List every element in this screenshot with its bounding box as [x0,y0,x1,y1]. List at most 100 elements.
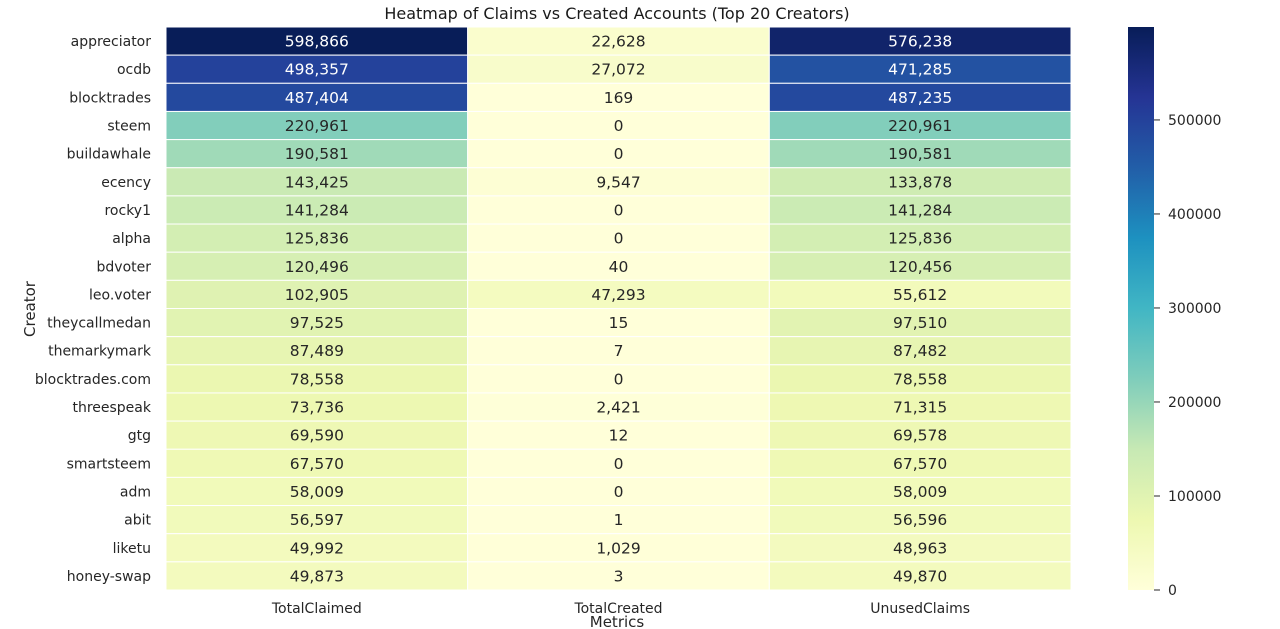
cell-value-label: 0 [614,230,624,248]
cell-value-label: 0 [614,455,624,473]
cell-value-label: 0 [614,145,624,163]
heatmap-cell [768,110,1072,141]
heatmap-cell [768,54,1072,84]
colorbar-tick-label: 0 [1168,583,1177,599]
cell-value-label: 22,628 [591,33,645,51]
heatmap-cell [768,420,1072,450]
row-tick-label: blocktrades [69,90,151,106]
cell-value-label: 576,238 [888,33,952,51]
heatmap-cell [467,139,770,169]
cell-value-label: 169 [604,89,634,107]
cell-value-label: 133,878 [888,173,952,191]
row-tick-label: rocky1 [104,203,151,219]
cell-value-label: 69,578 [893,427,947,445]
cell-value-label: 190,581 [285,145,349,163]
heatmap-cell [165,448,469,478]
y-axis-label: Creator [21,280,39,337]
heatmap-cell [467,448,770,478]
cell-value-label: 125,836 [285,230,349,248]
row-tick-label: adm [120,484,151,500]
heatmap-cell [467,561,770,591]
cell-value-label: 120,496 [285,258,349,276]
heatmap-cell [467,476,770,507]
row-tick-label: threespeak [72,400,151,416]
cell-value-label: 0 [614,483,624,501]
x-axis-label: Metrics [590,613,645,629]
cell-value-label: 143,425 [285,173,349,191]
colorbar-tick-label: 200000 [1168,395,1221,411]
heatmap-cell [165,26,469,56]
cell-value-label: 71,315 [893,399,947,417]
row-tick-labels: appreciator ocdb blocktrades steem buildawha… [35,34,152,585]
heatmap-cell [467,505,770,535]
cell-value-label: 220,961 [285,117,349,135]
heatmap-cell [165,167,469,197]
row-tick-label: honey-swap [67,569,151,585]
row-tick-label: leo.voter [89,287,151,303]
heatmap-cell [768,561,1072,591]
cell-value-label: 40 [609,258,629,276]
cell-value-label: 120,456 [888,258,952,276]
heatmap-cell [768,223,1072,253]
colorbar-tick-label: 100000 [1168,489,1221,505]
cell-value-label: 487,404 [285,89,349,107]
row-tick-label: smartsteem [67,456,151,472]
cell-value-label: 69,590 [290,427,344,445]
row-tick-label: bdvoter [97,259,152,275]
cell-value-label: 0 [614,370,624,388]
cell-value-label: 0 [614,117,624,135]
heatmap-cell [165,420,469,450]
cell-value-label: 190,581 [888,145,952,163]
heatmap-cell [768,251,1072,281]
cell-value-label: 78,558 [290,370,344,388]
column-tick-label: UnusedClaims [870,601,970,617]
row-tick-label: appreciator [71,34,152,50]
cell-value-label: 487,235 [888,89,952,107]
cell-value-label: 15 [609,314,629,332]
row-tick-label: blocktrades.com [35,372,151,388]
colorbar-tick-label: 400000 [1168,207,1221,223]
cell-value-label: 55,612 [893,286,947,304]
heatmap-cell [467,167,770,197]
heatmap-cell [165,195,469,225]
colorbar-ticks: 0 100000 200000 300000 400000 500000 [1154,113,1221,599]
column-tick-label: TotalCreated [573,601,662,617]
heatmap-cells: 598,866 22,628 576,238 498,357 27,072 471,285… [165,26,1072,591]
heatmap-cell [165,251,469,281]
row-tick-label: theycallmedan [47,316,151,332]
row-tick-label: ecency [101,175,151,191]
heatmap-cell [467,26,770,56]
colorbar [1128,27,1154,590]
cell-value-label: 141,284 [888,201,952,219]
heatmap-cell [768,336,1072,366]
heatmap-cell [467,223,770,253]
heatmap-cell [165,364,469,394]
heatmap-cell [165,110,469,141]
cell-value-label: 78,558 [893,370,947,388]
row-tick-label: buildawhale [67,147,151,163]
cell-value-label: 48,963 [893,539,947,557]
heatmap-cell [768,26,1072,56]
column-tick-label: TotalClaimed [271,601,362,617]
cell-value-label: 73,736 [290,399,344,417]
colorbar-tick-label: 500000 [1168,113,1221,129]
heatmap-cell [768,476,1072,507]
heatmap-cell [467,533,770,563]
cell-value-label: 220,961 [888,117,952,135]
cell-value-label: 471,285 [888,61,952,79]
cell-value-label: 49,992 [290,539,344,557]
heatmap-cell [768,195,1072,225]
heatmap-cell [768,505,1072,535]
cell-value-label: 3 [614,567,624,585]
cell-value-label: 67,570 [290,455,344,473]
cell-value-label: 498,357 [285,61,349,79]
cell-value-label: 141,284 [285,201,349,219]
column-tick-labels: TotalClaimed TotalCreated UnusedClaims [271,601,970,617]
cell-value-label: 125,836 [888,230,952,248]
heatmap-cell [165,279,469,310]
heatmap-cell [768,279,1072,310]
cell-value-label: 1,029 [596,539,640,557]
cell-value-label: 58,009 [290,483,344,501]
cell-value-label: 2,421 [596,399,640,417]
heatmap-cell [768,392,1072,422]
